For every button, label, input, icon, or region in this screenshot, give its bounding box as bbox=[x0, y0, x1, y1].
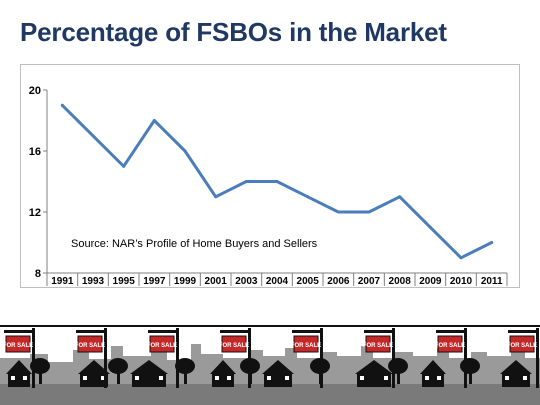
data-point bbox=[428, 225, 432, 229]
house-icon bbox=[130, 360, 168, 387]
data-point bbox=[122, 164, 126, 168]
for-sale-sign-label: FOR SALE bbox=[219, 343, 249, 349]
x-tick-label: 1993 bbox=[82, 276, 105, 287]
x-tick-label: 2010 bbox=[450, 276, 473, 287]
for-sale-sign-label: FOR SALE bbox=[75, 343, 105, 349]
data-point bbox=[91, 134, 95, 138]
for-sale-sign-icon: FOR SALE bbox=[435, 328, 467, 388]
for-sale-sign-icon: FOR SALE bbox=[147, 328, 179, 388]
for-sale-sign-icon: FOR SALE bbox=[291, 328, 323, 388]
source-annotation: Source: NAR’s Profile of Home Buyers and… bbox=[71, 238, 318, 250]
data-point bbox=[244, 180, 248, 183]
house-icon bbox=[355, 360, 393, 387]
data-point bbox=[183, 149, 187, 153]
slide-title: Percentage of FSBOs in the Market bbox=[20, 17, 447, 47]
y-tick-label: 16 bbox=[29, 146, 41, 158]
sign-rail bbox=[0, 325, 540, 327]
for-sale-sign-icon: FOR SALE bbox=[219, 328, 251, 388]
data-point bbox=[490, 241, 494, 244]
data-point bbox=[306, 195, 310, 199]
house-icon bbox=[210, 360, 236, 387]
y-tick-label: 12 bbox=[29, 207, 41, 219]
for-sale-banner: FOR SALE FOR SALE FOR SALE FOR SALE FOR SALE… bbox=[0, 325, 540, 405]
x-tick-label: 2009 bbox=[419, 276, 442, 287]
house-icon bbox=[420, 360, 446, 387]
house-icon bbox=[6, 360, 32, 387]
x-tick-label: 2008 bbox=[389, 276, 412, 287]
x-tick-label: 2001 bbox=[205, 276, 228, 287]
data-point bbox=[398, 195, 402, 199]
chart-area: 8 12 16 20 1991 1993 1995 1997 1999 2001 2003 2004 2… bbox=[20, 64, 520, 288]
for-sale-sign-label: FOR SALE bbox=[3, 343, 33, 349]
ground bbox=[0, 384, 540, 405]
for-sale-sign-label: FOR SALE bbox=[507, 343, 537, 349]
tree-icon bbox=[175, 358, 195, 384]
data-point bbox=[275, 180, 279, 183]
x-tick-label: 2006 bbox=[327, 276, 350, 287]
y-tick-label: 20 bbox=[29, 85, 41, 97]
skyline-building bbox=[191, 344, 201, 405]
x-tick-label: 2004 bbox=[266, 276, 289, 287]
for-sale-sign-icon: FOR SALE bbox=[75, 328, 107, 388]
data-point bbox=[367, 210, 371, 214]
data-point bbox=[60, 103, 64, 107]
x-tick-label: 2003 bbox=[235, 276, 258, 287]
house-icon bbox=[262, 360, 294, 387]
house-icon bbox=[78, 360, 110, 387]
for-sale-sign-label: FOR SALE bbox=[435, 343, 465, 349]
house-icon bbox=[500, 360, 532, 387]
x-tick-label: 1999 bbox=[174, 276, 197, 287]
for-sale-sign-label: FOR SALE bbox=[291, 343, 321, 349]
for-sale-sign-label: FOR SALE bbox=[363, 343, 393, 349]
for-sale-sign-icon: FOR SALE bbox=[363, 328, 395, 388]
x-tick-label: 2005 bbox=[297, 276, 320, 287]
for-sale-sign-icon: FOR SALE bbox=[3, 328, 35, 388]
data-point bbox=[336, 210, 340, 214]
line-chart: 8 12 16 20 1991 1993 1995 1997 1999 2001 2003 2004 2… bbox=[29, 85, 508, 287]
for-sale-sign-icon: FOR SALE bbox=[507, 328, 539, 388]
data-point bbox=[214, 195, 218, 199]
x-tick-label: 2007 bbox=[358, 276, 381, 287]
data-point bbox=[152, 119, 156, 122]
x-tick-label: 1997 bbox=[143, 276, 166, 287]
x-tick-label: 1991 bbox=[51, 276, 74, 287]
for-sale-sign-label: FOR SALE bbox=[147, 343, 177, 349]
x-tick-label: 1995 bbox=[113, 276, 136, 287]
x-tick-label: 2011 bbox=[481, 276, 503, 287]
y-tick-label: 8 bbox=[35, 268, 41, 280]
tree-icon bbox=[108, 358, 128, 384]
data-point bbox=[459, 256, 463, 260]
